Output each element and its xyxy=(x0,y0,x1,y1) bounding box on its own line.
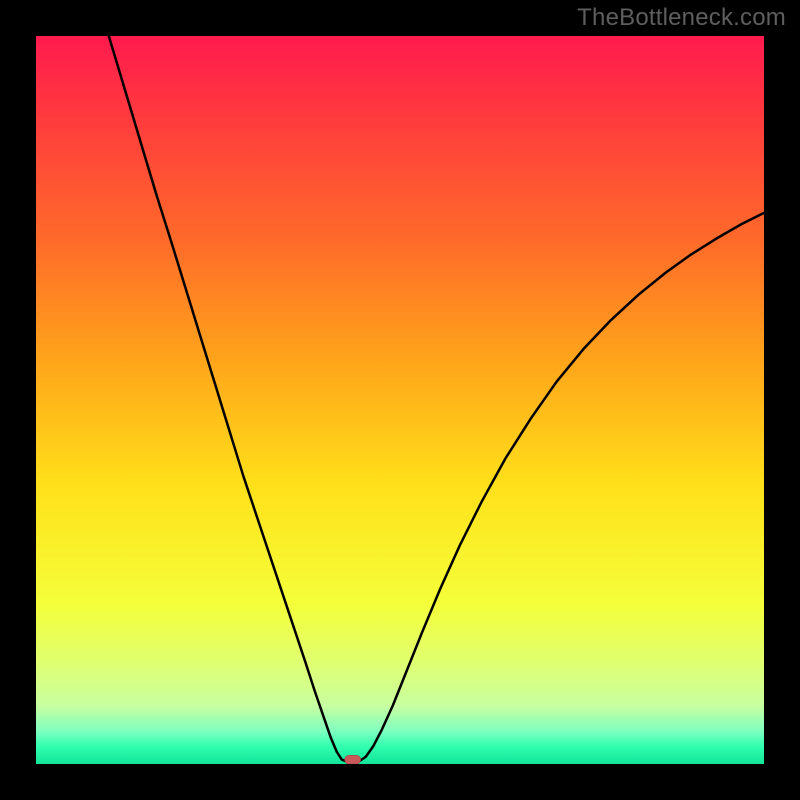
plot-background xyxy=(36,36,764,764)
chart-frame: TheBottleneck.com xyxy=(0,0,800,800)
watermark-text: TheBottleneck.com xyxy=(577,4,786,32)
plot-area xyxy=(36,36,764,764)
minimum-marker xyxy=(345,755,361,764)
gradient-chart xyxy=(36,36,764,764)
